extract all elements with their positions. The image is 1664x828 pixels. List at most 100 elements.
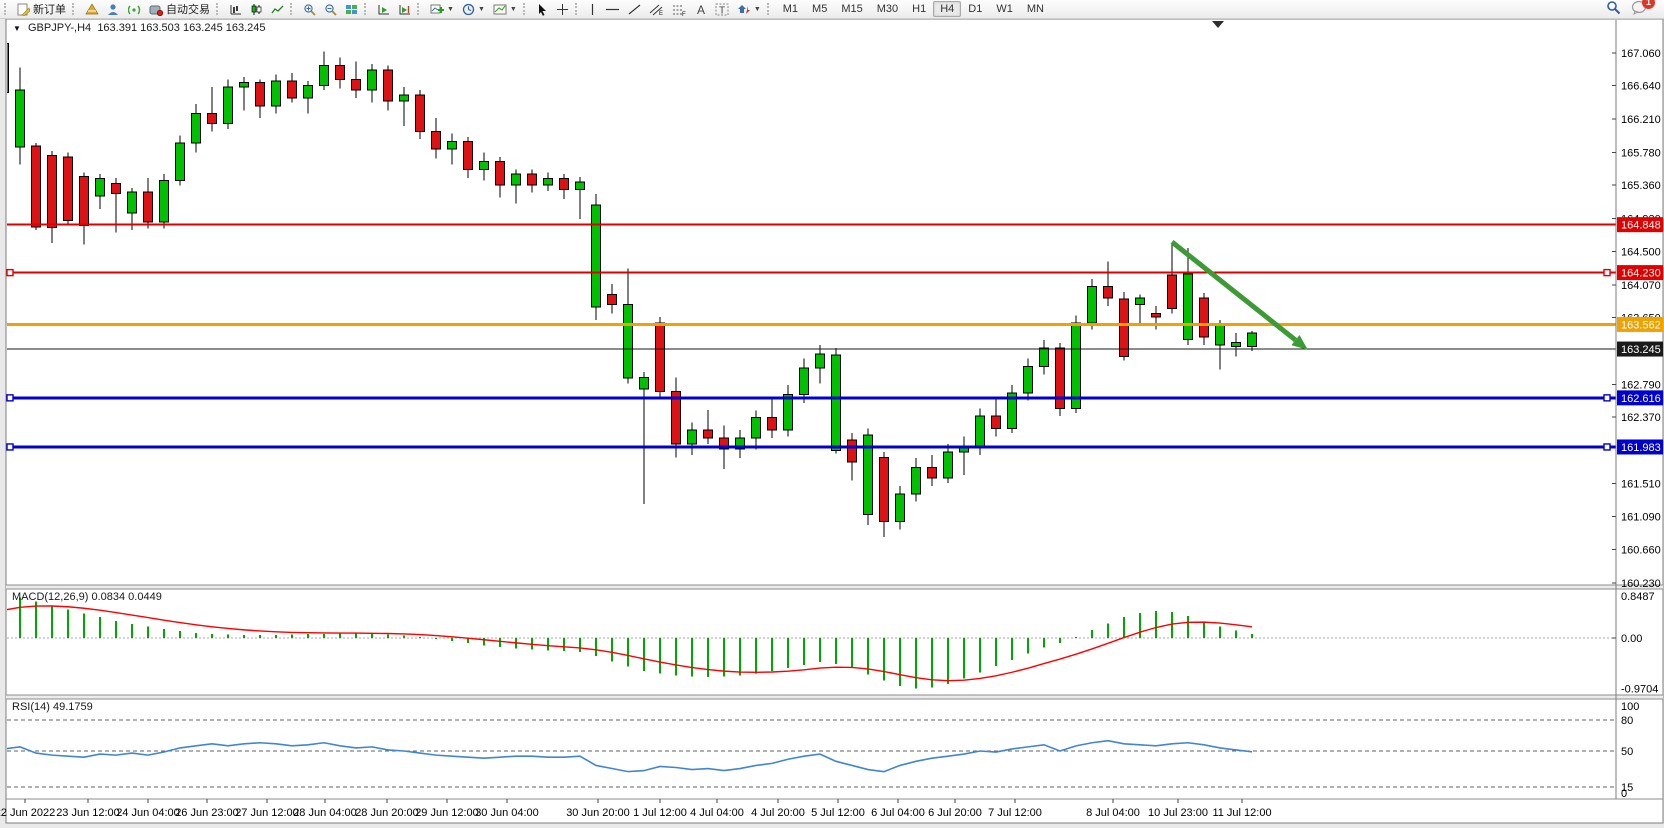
symbol-dropdown[interactable]: ▼: [13, 24, 21, 33]
tile-windows-button[interactable]: [341, 0, 362, 18]
candle-body: [1007, 392, 1017, 430]
toolbar-drag-handle[interactable]: [522, 3, 529, 15]
candle-body: [607, 293, 617, 305]
candle-body: [511, 173, 521, 186]
line-handle[interactable]: [1603, 394, 1611, 402]
candle-body: [1103, 286, 1113, 299]
price-flag-label: 164.230: [1621, 268, 1661, 280]
price-tick-label: 161.090: [1621, 511, 1661, 523]
channel-icon: E: [649, 3, 664, 16]
candle-body: [1055, 347, 1065, 409]
new-order-label: 新订单: [33, 4, 66, 16]
toolbar-drag-handle[interactable]: [364, 3, 370, 15]
accounts-button[interactable]: [103, 0, 124, 18]
crosshair-tool-button[interactable]: [552, 0, 573, 18]
candle-body: [223, 86, 233, 125]
zoom-in-button[interactable]: [299, 0, 320, 18]
timeframe-group: M1 M5 M15 M30 H1 H4 D1 W1 MN: [776, 1, 1051, 17]
candlestick-mode-button[interactable]: [246, 0, 267, 18]
toolbar-drag-handle[interactable]: [216, 3, 222, 15]
toolbar-drag-handle[interactable]: [4, 3, 10, 15]
arrow-shaft: [1170, 240, 1298, 343]
line-handle[interactable]: [6, 394, 14, 402]
hline-161.983[interactable]: [6, 443, 1616, 451]
horizontal-line-tool-button[interactable]: [601, 0, 624, 18]
toolbar-drag-handle[interactable]: [574, 3, 581, 15]
line-handle[interactable]: [6, 443, 14, 451]
chevron-down-icon: ▼: [477, 5, 485, 13]
auto-trading-button[interactable]: 自动交易: [145, 0, 214, 18]
hline-162.616[interactable]: [6, 394, 1616, 402]
timeframe-button-h4[interactable]: H4: [933, 1, 962, 17]
candle-body: [1135, 297, 1145, 305]
candle-body: [63, 156, 73, 222]
price-flag-164.230: [1617, 265, 1663, 281]
toolbar-drag-handle[interactable]: [290, 3, 296, 15]
text-label-tool-button[interactable]: T: [711, 0, 733, 18]
zoom-out-button[interactable]: [320, 0, 341, 18]
svg-text:T: T: [719, 5, 725, 16]
trendline-tool-button[interactable]: [624, 0, 645, 18]
macd-signal-line: [7, 605, 1253, 682]
candle-body: [655, 322, 665, 392]
timeframe-button-mn[interactable]: MN: [1026, 3, 1044, 15]
time-tick-label: 28 Jun 20:00: [355, 807, 419, 819]
rsi-pane: [7, 719, 1616, 788]
news-signal-button[interactable]: [124, 0, 145, 18]
arrows-tool-button[interactable]: ▼: [733, 0, 765, 18]
timeframe-button-m30[interactable]: M30: [876, 3, 899, 15]
candle-body: [111, 182, 121, 194]
vertical-line-tool-button[interactable]: [584, 0, 601, 18]
timeframe-button-h1[interactable]: H1: [912, 3, 927, 15]
pane-splitter[interactable]: [6, 695, 1663, 699]
channel-tool-button[interactable]: E: [645, 0, 668, 18]
signal-icon: [128, 3, 141, 16]
person-icon: [107, 3, 120, 16]
rsi-indicator-label: RSI(14) 49.1759: [12, 701, 93, 713]
chart-shift-icon: [398, 3, 411, 16]
line-handle[interactable]: [1603, 443, 1611, 451]
candle-body: [479, 161, 489, 170]
timeframe-button-m5[interactable]: M5: [812, 3, 828, 15]
chart-shift-button[interactable]: [394, 0, 415, 18]
hline-164.230[interactable]: [6, 268, 1616, 277]
line-handle[interactable]: [6, 268, 14, 277]
candle-body: [191, 113, 201, 144]
line-chart-mode-button[interactable]: [267, 0, 288, 18]
time-tick-label: 4 Jul 20:00: [751, 807, 805, 819]
search-icon[interactable]: [1606, 0, 1621, 18]
chart-shift-marker[interactable]: [1212, 21, 1224, 28]
bar-chart-mode-button[interactable]: [225, 0, 246, 18]
time-tick-label: 11 Jul 12:00: [1212, 807, 1271, 819]
auto-trading-icon: [149, 3, 163, 16]
candle-body: [639, 376, 649, 390]
new-chart-button[interactable]: ▼: [426, 0, 458, 18]
timeframe-button-w1[interactable]: W1: [996, 3, 1013, 15]
fibonacci-tool-button[interactable]: F: [668, 0, 691, 18]
toolbar-drag-handle[interactable]: [72, 3, 78, 15]
pane-splitter[interactable]: [6, 585, 1663, 589]
price-flag-163.245: [1617, 341, 1663, 357]
timeframe-button-m1[interactable]: M1: [782, 3, 799, 15]
auto-scroll-button[interactable]: [373, 0, 394, 18]
timeframe-button-m15[interactable]: M15: [841, 3, 863, 15]
candle-body: [303, 85, 313, 99]
toolbar-drag-handle[interactable]: [417, 3, 423, 15]
trend-arrow-annotation[interactable]: [1170, 240, 1308, 350]
zoom-out-icon: [324, 3, 337, 16]
candle-body: [1087, 286, 1097, 324]
line-handle[interactable]: [1603, 268, 1611, 277]
templates-button[interactable]: ▼: [489, 0, 521, 18]
new-chart-icon: [430, 3, 444, 16]
cursor-tool-button[interactable]: [532, 0, 552, 18]
chat-button[interactable]: 1: [1631, 0, 1655, 18]
text-tool-button[interactable]: A: [691, 0, 711, 18]
market-depth-button[interactable]: [81, 0, 103, 18]
periods-clock-button[interactable]: ▼: [458, 0, 489, 18]
candle-body: [703, 429, 713, 439]
timeframe-button-d1[interactable]: D1: [968, 3, 983, 15]
toolbar-drag-handle[interactable]: [766, 3, 773, 15]
candle-body: [847, 439, 857, 463]
new-order-button[interactable]: 新订单: [13, 0, 70, 18]
